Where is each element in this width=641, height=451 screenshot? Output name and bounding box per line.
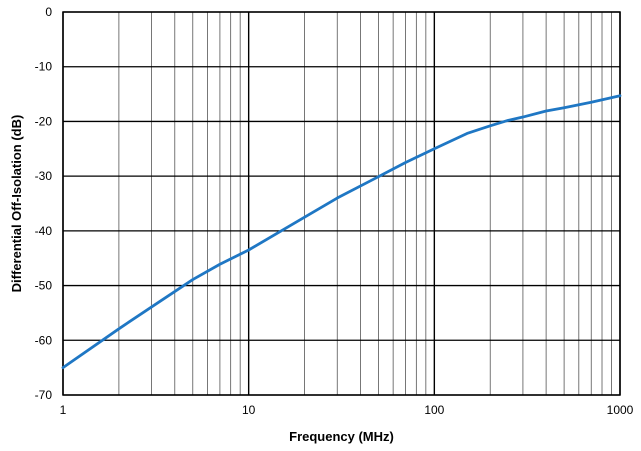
x-axis-tick-labels: 1 10 100 1000 bbox=[60, 403, 634, 417]
major-gridlines bbox=[62, 11, 621, 396]
y-tick-label: -30 bbox=[35, 169, 53, 183]
series-line bbox=[61, 94, 622, 370]
y-tick-label: -60 bbox=[35, 333, 53, 347]
y-tick-label: -70 bbox=[35, 388, 53, 402]
plot-area-frame bbox=[62, 11, 621, 396]
minor-gridlines bbox=[118, 12, 612, 395]
y-tick-label: 0 bbox=[45, 5, 52, 19]
x-tick-label: 100 bbox=[424, 403, 444, 417]
y-tick-label: -10 bbox=[35, 60, 53, 74]
x-axis-title: Frequency (MHz) bbox=[289, 429, 394, 444]
series-layer bbox=[61, 94, 622, 370]
y-axis-tick-labels: 0 -10 -20 -30 -40 -50 -60 -70 bbox=[35, 5, 53, 402]
y-tick-label: -20 bbox=[35, 114, 53, 128]
x-tick-label: 1000 bbox=[607, 403, 634, 417]
x-tick-label: 1 bbox=[60, 403, 67, 417]
x-tick-label: 10 bbox=[242, 403, 256, 417]
y-tick-label: -50 bbox=[35, 279, 53, 293]
y-tick-label: -40 bbox=[35, 224, 53, 238]
y-axis-title: Differential Off-Isolation (dB) bbox=[9, 115, 24, 293]
